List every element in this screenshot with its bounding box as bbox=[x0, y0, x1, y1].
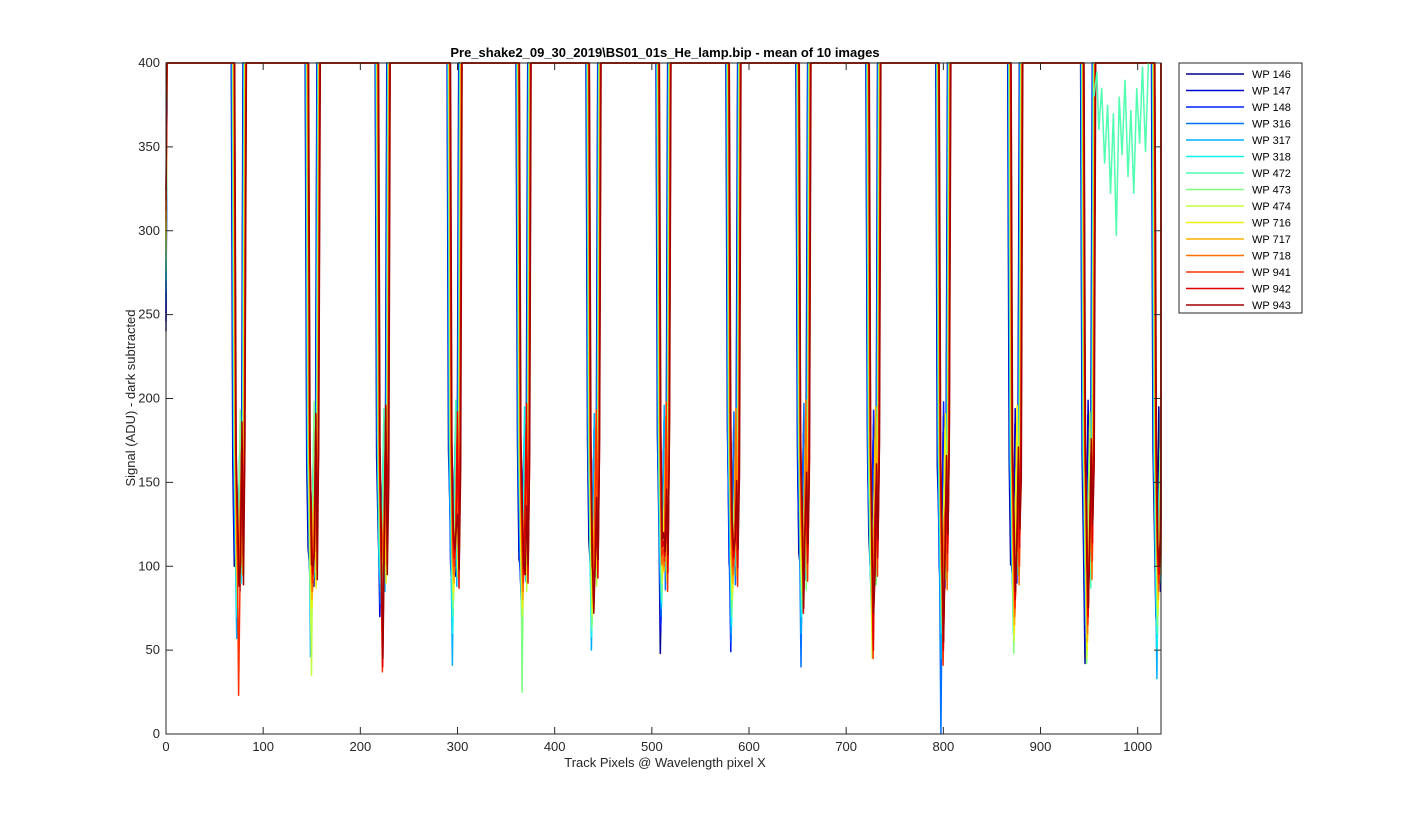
y-axis: 0 50 100 150 200 250 300 350 400 bbox=[138, 55, 1161, 741]
x-axis-label: Track Pixels @ Wavelength pixel X bbox=[564, 755, 766, 770]
legend-label: WP 716 bbox=[1252, 218, 1291, 230]
x-tick-label: 400 bbox=[544, 739, 566, 754]
x-tick-label: 700 bbox=[835, 739, 857, 754]
series-layer bbox=[165, 62, 1162, 735]
x-tick-label: 200 bbox=[349, 739, 371, 754]
x-tick-label: 600 bbox=[738, 739, 760, 754]
y-tick-label: 50 bbox=[146, 642, 160, 657]
y-tick-label: 150 bbox=[138, 474, 160, 489]
legend-label: WP 718 bbox=[1252, 251, 1291, 263]
legend-label: WP 318 bbox=[1252, 152, 1291, 164]
x-tick-label: 300 bbox=[447, 739, 469, 754]
x-tick-label: 500 bbox=[641, 739, 663, 754]
plot-area bbox=[166, 63, 1161, 734]
y-tick-label: 0 bbox=[153, 726, 160, 741]
x-tick-label: 0 bbox=[162, 739, 169, 754]
legend-label: WP 146 bbox=[1252, 69, 1291, 81]
legend-label: WP 147 bbox=[1252, 86, 1291, 98]
series-line-wp-943 bbox=[165, 62, 1162, 660]
x-tick-label: 800 bbox=[932, 739, 954, 754]
y-tick-label: 300 bbox=[138, 223, 160, 238]
legend-label: WP 148 bbox=[1252, 102, 1291, 114]
y-axis-label: Signal (ADU) - dark subtracted bbox=[123, 309, 138, 486]
legend-label: WP 717 bbox=[1252, 234, 1291, 246]
legend: WP 146 WP 147 WP 148 WP 316 WP 317 WP 318 WP 4… bbox=[1178, 62, 1303, 314]
legend-label: WP 317 bbox=[1252, 135, 1291, 147]
legend-label: WP 316 bbox=[1252, 119, 1291, 131]
legend-label: WP 943 bbox=[1252, 300, 1291, 312]
chart-title: Pre_shake2_09_30_2019\BS01_01s_He_lamp.b… bbox=[450, 45, 879, 60]
y-tick-label: 400 bbox=[138, 55, 160, 70]
legend-label: WP 472 bbox=[1252, 168, 1291, 180]
x-tick-label: 100 bbox=[252, 739, 274, 754]
x-tick-label: 900 bbox=[1030, 739, 1052, 754]
x-tick-label: 1000 bbox=[1123, 739, 1152, 754]
y-tick-label: 200 bbox=[138, 391, 160, 406]
legend-label: WP 474 bbox=[1252, 201, 1291, 213]
y-tick-label: 100 bbox=[138, 558, 160, 573]
x-axis: 0 100 200 300 400 500 600 700 800 900 1000 bbox=[162, 63, 1152, 754]
legend-label: WP 942 bbox=[1252, 284, 1291, 296]
legend-label: WP 473 bbox=[1252, 185, 1291, 197]
y-tick-label: 250 bbox=[138, 307, 160, 322]
series-line-noisy-segment bbox=[1093, 62, 1150, 236]
legend-label: WP 941 bbox=[1252, 267, 1291, 279]
y-tick-label: 350 bbox=[138, 139, 160, 154]
